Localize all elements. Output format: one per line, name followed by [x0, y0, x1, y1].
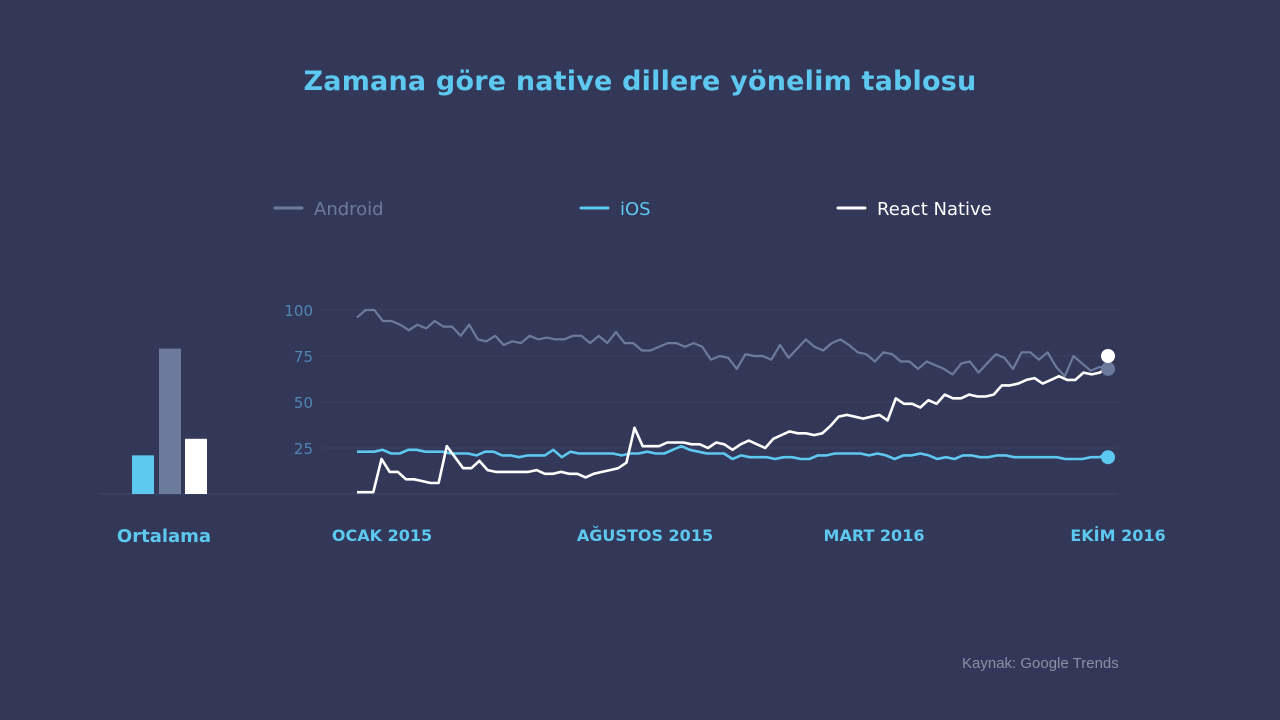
bar-android-average	[159, 348, 181, 494]
react-native-end-marker	[1101, 349, 1115, 363]
y-axis-ticks: 25 50 75 100	[284, 302, 313, 458]
legend-react-native: React Native	[836, 199, 992, 220]
bar-ios-average	[132, 455, 154, 494]
legend-label: iOS	[620, 199, 651, 220]
legend-ios: iOS	[579, 199, 651, 220]
legend-label: React Native	[877, 199, 992, 220]
android-end-marker	[1101, 361, 1115, 376]
ios-end-marker	[1101, 450, 1115, 465]
x-tick-label: OCAK 2015	[332, 526, 432, 545]
x-tick-label: EKİM 2016	[1070, 526, 1165, 545]
gridlines	[100, 309, 1118, 495]
y-tick-label: 100	[284, 302, 313, 320]
series-lines	[356, 308, 1109, 494]
x-tick-label: AĞUSTOS 2015	[577, 526, 713, 545]
react-native-line	[357, 365, 1109, 494]
chart-title: Zamana göre native dillere yönelim tablo…	[303, 66, 977, 97]
legend-label: Android	[314, 199, 384, 220]
android-line	[356, 308, 1109, 378]
y-tick-label: 50	[294, 394, 313, 412]
x-axis-ticks: OCAK 2015 AĞUSTOS 2015 MART 2016 EKİM 2016	[332, 526, 1166, 545]
bar-axis-label: Ortalama	[117, 526, 211, 547]
source-caption: Kaynak: Google Trends	[962, 655, 1119, 672]
bar-react-native-average	[185, 438, 207, 494]
average-bars: Ortalama	[117, 348, 211, 547]
y-tick-label: 75	[294, 348, 313, 366]
legend-android: Android	[273, 199, 384, 220]
x-tick-label: MART 2016	[824, 526, 925, 545]
end-markers	[1101, 349, 1115, 465]
legend: Android iOS React Native	[273, 199, 992, 220]
ios-line	[357, 444, 1109, 461]
y-tick-label: 25	[294, 440, 313, 458]
